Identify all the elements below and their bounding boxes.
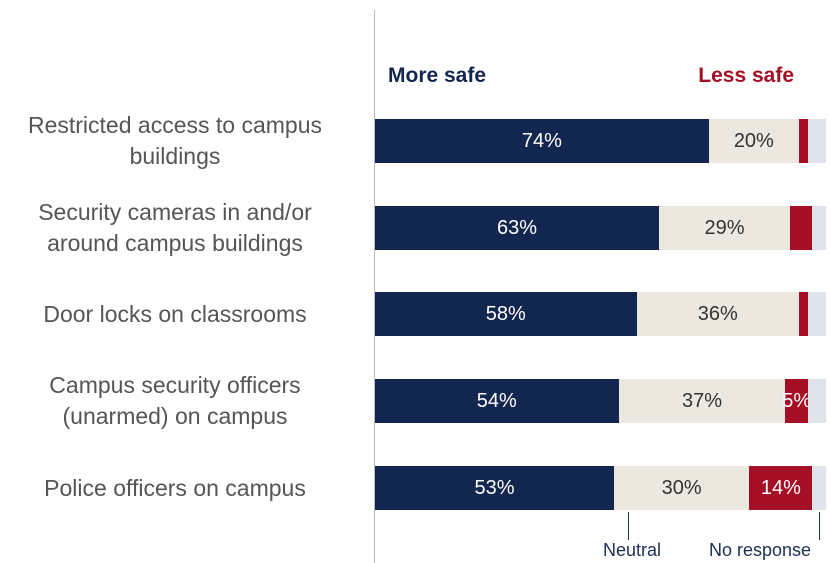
bar-segment bbox=[785, 379, 808, 423]
value-label: 29% bbox=[704, 217, 745, 239]
category-label: Police officers on campus bbox=[44, 474, 306, 501]
bar-segment bbox=[659, 206, 790, 250]
bar-segment bbox=[614, 466, 750, 510]
neutral-pointer bbox=[628, 512, 629, 540]
bar-segment bbox=[618, 379, 786, 423]
bar-segment bbox=[798, 119, 808, 163]
bar-segment bbox=[375, 379, 619, 423]
category-label: Campus security officers (unarmed) on ca… bbox=[49, 372, 301, 429]
bar-segment bbox=[375, 119, 709, 163]
bar-segment bbox=[812, 466, 826, 510]
bar-segment bbox=[812, 206, 826, 250]
bar-segment bbox=[375, 466, 615, 510]
value-label: 63% bbox=[497, 217, 538, 239]
bar-segment bbox=[789, 206, 813, 250]
value-label: 30% bbox=[661, 477, 702, 499]
neutral-label: Neutral bbox=[603, 540, 662, 560]
more-safe-header: More safe bbox=[388, 64, 487, 87]
no-response-pointer bbox=[819, 512, 820, 540]
value-label: 54% bbox=[476, 390, 517, 412]
bar-segment bbox=[708, 119, 799, 163]
less-safe-header: Less safe bbox=[698, 64, 794, 87]
no-response-label: No response bbox=[709, 540, 812, 560]
category-label: Door locks on classrooms bbox=[43, 300, 307, 327]
bar-segment bbox=[749, 466, 813, 510]
bar-segment bbox=[375, 292, 637, 336]
value-label: 5% bbox=[782, 390, 812, 412]
bar-segment bbox=[798, 292, 808, 336]
category-label: Security cameras in and/or around campus… bbox=[38, 199, 312, 256]
value-label: 37% bbox=[681, 390, 722, 412]
axis-line bbox=[374, 10, 375, 563]
value-label: 53% bbox=[474, 477, 515, 499]
value-label: 58% bbox=[485, 303, 526, 325]
value-label: 14% bbox=[760, 477, 801, 499]
bar-segment bbox=[807, 379, 826, 423]
bar-segment bbox=[807, 292, 826, 336]
value-label: 74% bbox=[521, 130, 562, 152]
bar-segment bbox=[636, 292, 799, 336]
bar-segment bbox=[807, 119, 826, 163]
value-label: 20% bbox=[733, 130, 774, 152]
value-label: 36% bbox=[697, 303, 738, 325]
bar-segment bbox=[375, 206, 660, 250]
category-label: Restricted access to campus buildings bbox=[27, 112, 322, 169]
